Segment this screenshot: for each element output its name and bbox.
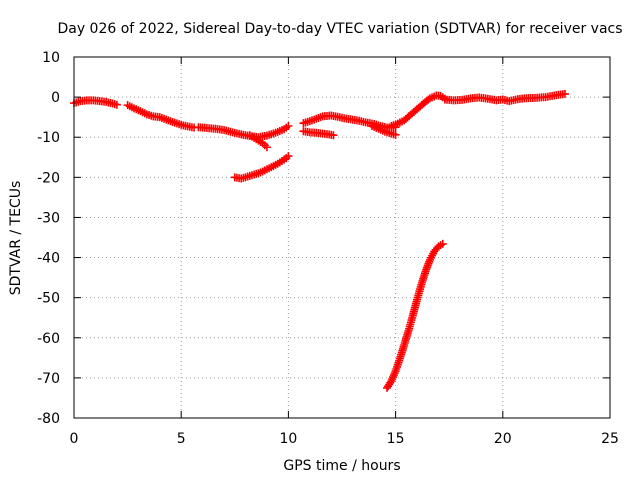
series-trace-2 bbox=[123, 101, 199, 132]
x-axis-label: GPS time / hours bbox=[283, 458, 400, 474]
data-point bbox=[284, 121, 293, 130]
chart-title: Day 026 of 2022, Sidereal Day-to-day VTE… bbox=[57, 21, 622, 37]
plot-frame bbox=[73, 56, 611, 419]
series-trace-3 bbox=[194, 121, 293, 142]
series-trace-7 bbox=[299, 127, 338, 140]
x-tick-label: 5 bbox=[177, 431, 186, 447]
series-trace-4 bbox=[245, 131, 271, 152]
y-tick-label: -30 bbox=[37, 210, 60, 226]
series-trace-11 bbox=[383, 239, 447, 392]
data-point bbox=[438, 239, 447, 248]
y-tick-label: 0 bbox=[51, 90, 60, 106]
x-tick-label: 25 bbox=[601, 431, 619, 447]
data-point bbox=[560, 89, 569, 98]
x-tick-label: 20 bbox=[494, 431, 512, 447]
x-tick-label: 15 bbox=[387, 431, 405, 447]
data-point bbox=[112, 100, 121, 109]
x-tick-label: 10 bbox=[279, 431, 297, 447]
y-tick-label: -70 bbox=[37, 371, 60, 387]
y-tick-label: -80 bbox=[37, 411, 60, 427]
data-point bbox=[329, 131, 338, 140]
data-series bbox=[70, 89, 569, 392]
y-tick-label: -20 bbox=[37, 170, 60, 186]
axis-ticks: 0 5 10 15 20 25 10 0 -10 -20 -30 -40 -50 -60 -70 -80 bbox=[37, 50, 619, 447]
y-tick-label: -10 bbox=[37, 130, 60, 146]
data-point bbox=[262, 143, 271, 152]
y-tick-label: -60 bbox=[37, 331, 60, 347]
series-trace-9 bbox=[387, 91, 449, 130]
series-trace-10 bbox=[440, 89, 569, 106]
series-trace-1 bbox=[70, 96, 121, 109]
data-point bbox=[284, 152, 293, 161]
y-tick-label: -50 bbox=[37, 291, 60, 307]
data-point bbox=[391, 130, 400, 139]
x-tick-label: 0 bbox=[70, 431, 79, 447]
y-tick-label: 10 bbox=[42, 50, 60, 66]
series-trace-5 bbox=[230, 152, 293, 183]
gridlines bbox=[74, 57, 610, 418]
series-trace-8 bbox=[368, 121, 400, 139]
y-tick-label: -40 bbox=[37, 251, 60, 267]
y-axis-label: SDTVAR / TECUs bbox=[8, 181, 24, 296]
